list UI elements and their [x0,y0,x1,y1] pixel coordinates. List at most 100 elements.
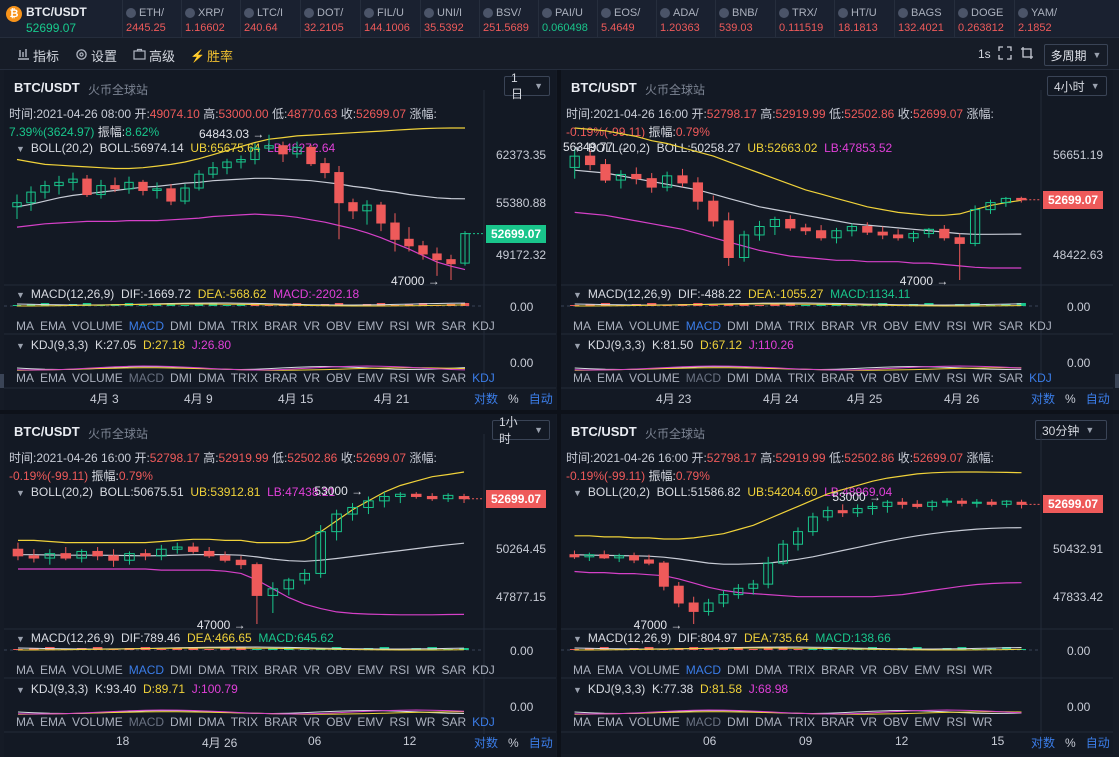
tab-emv[interactable]: EMV [357,715,384,729]
tab-wr[interactable]: WR [415,371,436,385]
tab-ma[interactable]: MA [573,663,591,677]
chevron-down-icon[interactable]: ▼ [16,290,25,300]
ticker-item[interactable]: ADA/1.20363 [656,0,715,37]
tab-obv[interactable]: OBV [883,319,909,333]
tab-trix[interactable]: TRIX [230,663,259,677]
ticker-item[interactable]: BSV/251.5689 [479,0,538,37]
chart-panel[interactable]: BTC/USDT 火币全球站 1小时 ▼ 时间:2021-04-26 16:00 开:5… [4,414,556,757]
tab-dma[interactable]: DMA [198,663,225,677]
tab-kdj[interactable]: KDJ [472,319,495,333]
tab-brar[interactable]: BRAR [264,371,298,385]
scale-percent-button[interactable]: % [508,736,519,750]
tab-macd[interactable]: MACD [128,319,165,333]
tab-brar[interactable]: BRAR [821,715,855,729]
tab-trix[interactable]: TRIX [787,371,816,385]
tab-rsi[interactable]: RSI [946,663,967,677]
screenshot-icon[interactable] [1020,46,1034,63]
tab-vr[interactable]: VR [860,663,878,677]
ticker-item[interactable]: HT/U 18.1813 [834,0,894,37]
tab-dmi[interactable]: DMI [170,371,193,385]
tab-vr[interactable]: VR [860,715,878,729]
multi-period-button[interactable]: 多周期 ▼ [1044,44,1108,66]
tab-dmi[interactable]: DMI [170,715,193,729]
tab-vr[interactable]: VR [860,319,878,333]
candlestick-chart[interactable] [561,70,1113,410]
tab-kdj[interactable]: KDJ [472,663,495,677]
tab-macd[interactable]: MACD [685,319,722,333]
timeframe-select[interactable]: 30分钟 ▼ [1035,420,1107,440]
tab-vr[interactable]: VR [303,663,321,677]
tab-emv[interactable]: EMV [914,715,941,729]
tab-volume[interactable]: VOLUME [72,319,123,333]
ticker-item[interactable]: YAM/2.1852 [1014,0,1074,37]
tab-ema[interactable]: EMA [597,371,624,385]
ticker-item[interactable]: BNB/539.03 [715,0,775,37]
tab-wr[interactable]: WR [972,715,993,729]
tab-dma[interactable]: DMA [198,319,225,333]
ticker-item[interactable]: FIL/U 144.1006 [360,0,420,37]
chevron-down-icon[interactable]: ▼ [573,290,582,300]
tab-emv[interactable]: EMV [357,663,384,677]
settings-button[interactable]: 设置 [74,46,117,65]
left-scroll-handle[interactable] [0,374,4,388]
tab-obv[interactable]: OBV [883,371,909,385]
tab-dmi[interactable]: DMI [170,319,193,333]
tab-sar[interactable]: SAR [441,715,467,729]
tab-trix[interactable]: TRIX [230,371,259,385]
tab-ma[interactable]: MA [573,319,591,333]
tab-volume[interactable]: VOLUME [629,319,680,333]
tab-obv[interactable]: OBV [326,371,352,385]
tab-volume[interactable]: VOLUME [629,663,680,677]
tab-brar[interactable]: BRAR [264,319,298,333]
tab-ema[interactable]: EMA [40,371,67,385]
tab-obv[interactable]: OBV [326,715,352,729]
tab-dmi[interactable]: DMI [727,663,750,677]
tab-brar[interactable]: BRAR [821,371,855,385]
tab-kdj[interactable]: KDJ [1029,371,1052,385]
chevron-down-icon[interactable]: ▼ [573,341,582,351]
tab-trix[interactable]: TRIX [787,715,816,729]
scale-log-button[interactable]: 对数 [1031,392,1056,406]
tab-obv[interactable]: OBV [883,663,909,677]
tab-kdj[interactable]: KDJ [472,715,495,729]
timeframe-select[interactable]: 1小时 ▼ [492,415,550,446]
tab-volume[interactable]: VOLUME [629,371,680,385]
interval-display[interactable]: 1s [978,47,991,61]
tab-kdj[interactable]: KDJ [472,371,495,385]
candlestick-chart[interactable] [4,414,556,754]
tab-rsi[interactable]: RSI [389,319,410,333]
main-pair[interactable]: ₿ BTC/USDT 52699.07 [0,0,122,37]
tab-ema[interactable]: EMA [597,319,624,333]
tab-macd[interactable]: MACD [685,715,722,729]
scale-auto-button[interactable]: 自动 [1085,392,1110,406]
timeframe-select[interactable]: 1日 ▼ [504,71,550,101]
tab-dma[interactable]: DMA [755,319,782,333]
tab-macd[interactable]: MACD [685,371,722,385]
ticker-item[interactable]: XRP/1.16602 [181,0,240,37]
tab-volume[interactable]: VOLUME [72,371,123,385]
chevron-down-icon[interactable]: ▼ [16,634,25,644]
tab-obv[interactable]: OBV [326,663,352,677]
tab-volume[interactable]: VOLUME [72,715,123,729]
chart-panel[interactable]: BTC/USDT 火币全球站 1日 ▼ 时间:2021-04-26 08:00 开:49… [4,70,556,410]
tab-volume[interactable]: VOLUME [72,663,123,677]
tab-wr[interactable]: WR [972,371,993,385]
tab-wr[interactable]: WR [415,715,436,729]
tab-volume[interactable]: VOLUME [629,715,680,729]
chart-panel[interactable]: BTC/USDT 火币全球站 30分钟 ▼ 时间:2021-04-26 16:00 开:… [561,414,1113,754]
tab-dmi[interactable]: DMI [727,371,750,385]
chevron-down-icon[interactable]: ▼ [16,488,25,498]
tab-rsi[interactable]: RSI [389,371,410,385]
candlestick-chart[interactable] [4,70,556,410]
tab-ma[interactable]: MA [16,371,34,385]
ticker-item[interactable]: UNI/I 35.5392 [420,0,479,37]
tab-wr[interactable]: WR [972,663,993,677]
tab-macd[interactable]: MACD [128,715,165,729]
tab-emv[interactable]: EMV [914,663,941,677]
tab-ma[interactable]: MA [16,319,34,333]
tab-vr[interactable]: VR [303,319,321,333]
ticker-item[interactable]: DOGE 0.263812 [954,0,1014,37]
tab-macd[interactable]: MACD [128,371,165,385]
tab-brar[interactable]: BRAR [264,663,298,677]
ticker-item[interactable]: BAGS 132.4021 [894,0,954,37]
